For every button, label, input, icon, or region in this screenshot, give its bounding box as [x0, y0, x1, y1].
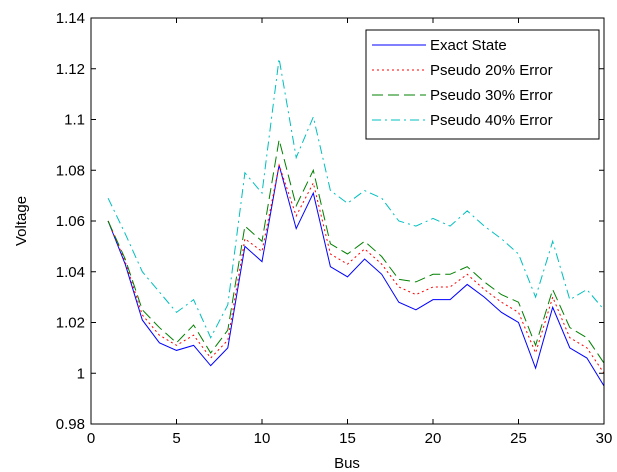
y-tick-label: 1.14 — [56, 10, 85, 27]
x-tick-label: 15 — [339, 430, 356, 447]
y-tick-label: 1.1 — [64, 112, 85, 129]
x-tick-label: 30 — [596, 430, 613, 447]
y-axis-label: Voltage — [13, 196, 30, 246]
legend-label: Pseudo 30% Error — [430, 87, 553, 104]
y-tick-label: 1.02 — [56, 315, 85, 332]
legend-label: Pseudo 20% Error — [430, 62, 553, 79]
y-tick-label: 1.12 — [56, 61, 85, 78]
series-line-exact-state — [107, 165, 605, 387]
legend-label: Exact State — [430, 37, 507, 54]
y-tick-label: 1.04 — [56, 264, 85, 281]
series-layer — [107, 58, 605, 387]
x-tick-label: 20 — [425, 430, 442, 447]
x-tick-label: 5 — [172, 430, 180, 447]
y-tick-label: 0.98 — [56, 416, 85, 433]
x-tick-label: 25 — [510, 430, 527, 447]
tick-layer: 0 5 10 15 20 25 30 0.98 1 1.02 1.04 1.06 1.08 1.1 1.12… — [56, 10, 613, 447]
y-tick-label: 1.08 — [56, 162, 85, 179]
y-tick-label: 1.06 — [56, 213, 85, 230]
y-tick-label: 1 — [77, 365, 85, 382]
legend: Exact State Pseudo 20% Error Pseudo 30% Er… — [365, 29, 600, 140]
x-axis-label: Bus — [334, 455, 360, 472]
series-line-pseudo-30-error — [107, 139, 605, 364]
x-tick-label: 0 — [87, 430, 95, 447]
series-line-pseudo-20-error — [107, 163, 605, 374]
series-line-pseudo-40-error — [107, 58, 605, 339]
legend-box — [365, 29, 600, 140]
legend-label: Pseudo 40% Error — [430, 112, 553, 129]
x-tick-label: 10 — [254, 430, 271, 447]
